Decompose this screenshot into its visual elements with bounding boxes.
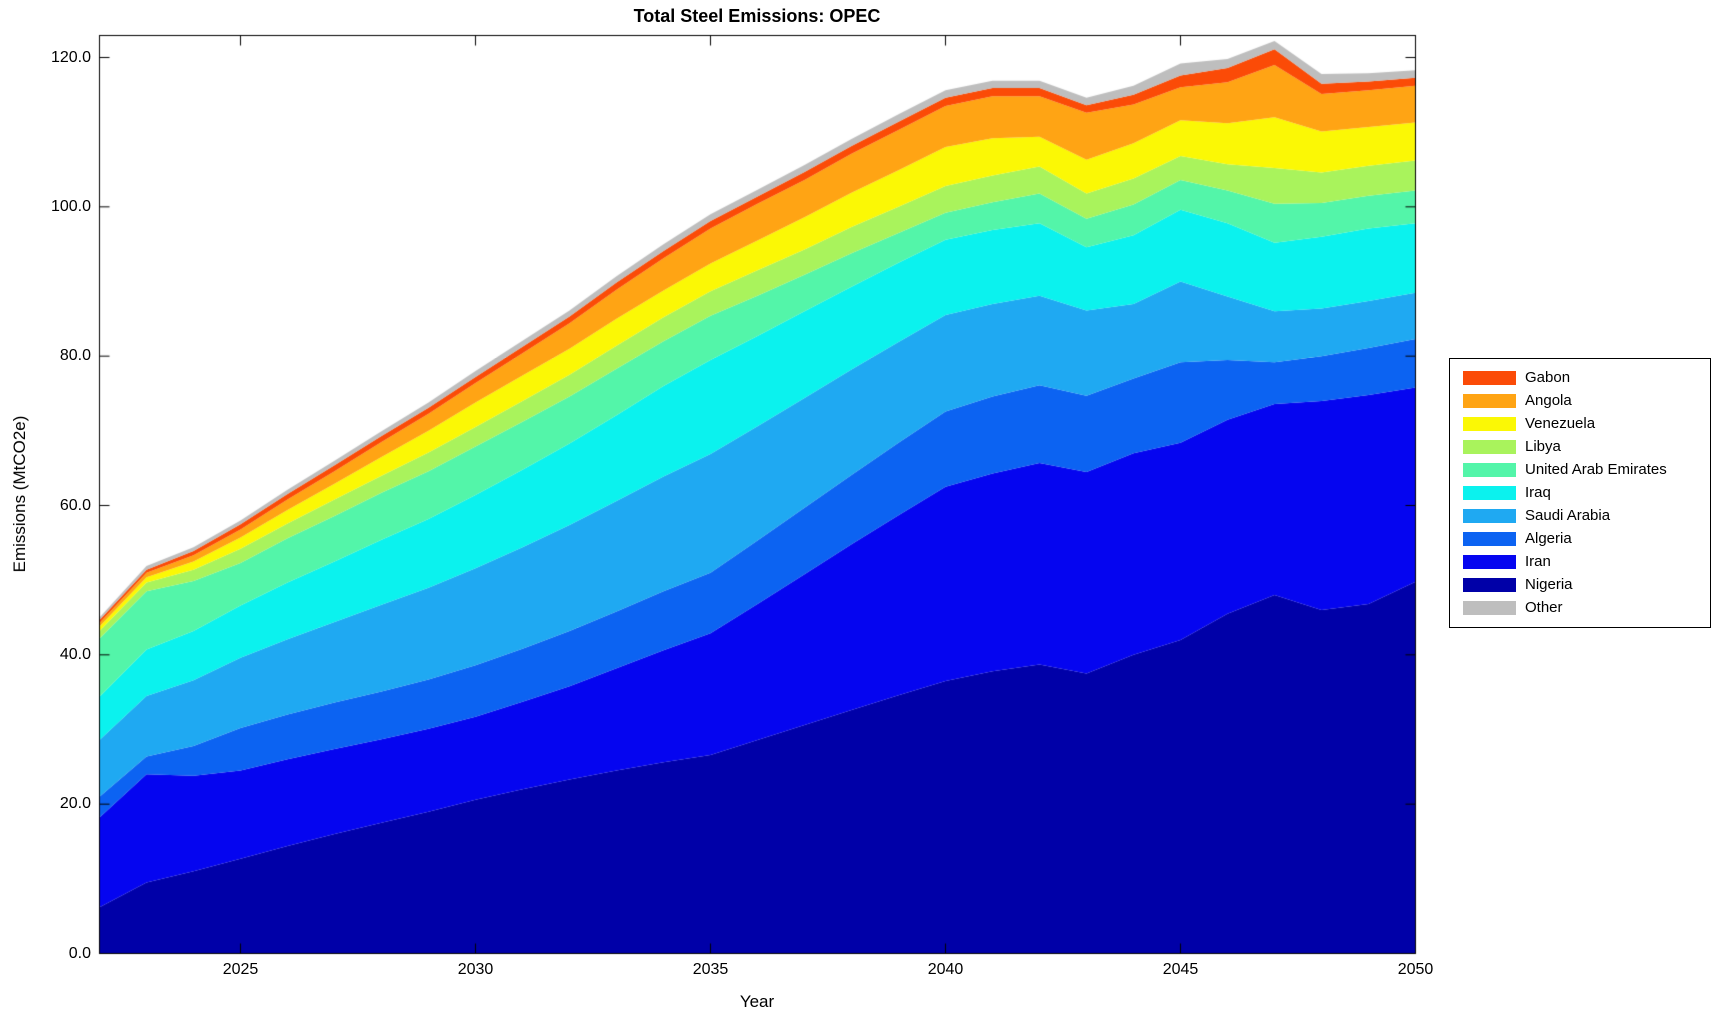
legend-label: Nigeria — [1525, 576, 1573, 593]
legend-label: Angola — [1525, 392, 1572, 409]
legend-color-swatch — [1463, 577, 1516, 592]
chart-title: Total Steel Emissions: OPEC — [633, 6, 881, 26]
legend-item: Saudi Arabia — [1450, 504, 1710, 527]
legend-item: Angola — [1450, 389, 1710, 412]
legend-color-swatch — [1463, 508, 1516, 523]
y-tick-label: 60.0 — [59, 496, 91, 514]
legend: Gabon Angola Venezuela Libya United Arab Emi… — [1449, 358, 1711, 628]
legend-item: Other — [1450, 596, 1710, 619]
legend-label: United Arab Emirates — [1525, 461, 1667, 478]
x-axis-label: Year — [739, 992, 775, 1011]
legend-color-swatch — [1463, 393, 1516, 408]
legend-label: Libya — [1525, 438, 1561, 455]
legend-item: Gabon — [1450, 366, 1710, 389]
x-tick-label: 2040 — [927, 961, 964, 978]
legend-item: Iraq — [1450, 481, 1710, 504]
legend-color-swatch — [1463, 485, 1516, 500]
legend-label: Other — [1525, 599, 1563, 616]
legend-color-swatch — [1463, 554, 1516, 569]
legend-item: Nigeria — [1450, 573, 1710, 596]
legend-item: Libya — [1450, 435, 1710, 458]
y-axis-label: Emissions (MtCO2e) — [10, 415, 29, 573]
x-tick-label: 2045 — [1162, 961, 1199, 978]
legend-label: Gabon — [1525, 369, 1571, 386]
y-tick-label: 120.0 — [50, 48, 91, 66]
legend-color-swatch — [1463, 600, 1516, 615]
y-tick-label: 20.0 — [59, 795, 91, 813]
legend-color-swatch — [1463, 370, 1516, 385]
legend-item: United Arab Emirates — [1450, 458, 1710, 481]
legend-label: Saudi Arabia — [1525, 507, 1611, 524]
legend-color-swatch — [1463, 531, 1516, 546]
y-tick-label: 100.0 — [50, 197, 91, 215]
x-tick-label: 2025 — [222, 961, 259, 978]
legend-color-swatch — [1463, 416, 1516, 431]
x-tick-label: 2035 — [692, 961, 729, 978]
legend-item: Iran — [1450, 550, 1710, 573]
legend-label: Iran — [1525, 553, 1551, 570]
x-tick-label: 2030 — [457, 961, 494, 978]
legend-label: Venezuela — [1525, 415, 1596, 432]
y-tick-label: 80.0 — [59, 347, 91, 365]
y-tick-label: 0.0 — [68, 944, 91, 962]
legend-item: Venezuela — [1450, 412, 1710, 435]
legend-label: Iraq — [1525, 484, 1551, 501]
x-tick-label: 2050 — [1397, 961, 1434, 978]
legend-color-swatch — [1463, 462, 1516, 477]
y-tick-label: 40.0 — [59, 645, 91, 663]
legend-label: Algeria — [1525, 530, 1572, 547]
legend-item: Algeria — [1450, 527, 1710, 550]
legend-color-swatch — [1463, 439, 1516, 454]
